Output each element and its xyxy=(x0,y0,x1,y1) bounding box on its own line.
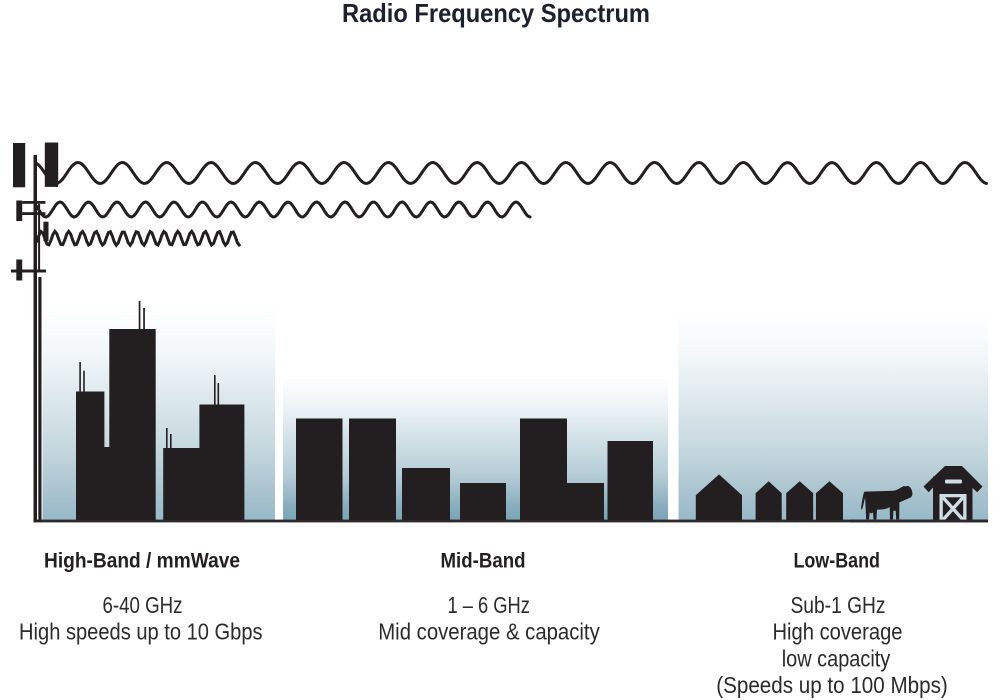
svg-text:Mid-Band: Mid-Band xyxy=(441,548,526,572)
svg-text:Low-Band: Low-Band xyxy=(793,548,880,572)
svg-text:Mid coverage & capacity: Mid coverage & capacity xyxy=(378,619,600,645)
svg-text:1 – 6 GHz: 1 – 6 GHz xyxy=(447,592,530,618)
svg-text:Sub-1 GHz: Sub-1 GHz xyxy=(791,592,886,618)
svg-text:High coverage: High coverage xyxy=(773,619,903,645)
svg-text:low capacity: low capacity xyxy=(782,645,891,671)
svg-text:(Speeds up to 100 Mbps): (Speeds up to 100 Mbps) xyxy=(716,672,948,698)
svg-text:Radio Frequency Spectrum: Radio Frequency Spectrum xyxy=(342,0,650,28)
svg-text:6-40 GHz: 6-40 GHz xyxy=(103,592,183,618)
svg-text:High speeds up to 10 Gbps: High speeds up to 10 Gbps xyxy=(19,619,263,645)
svg-text:High-Band / mmWave: High-Band / mmWave xyxy=(44,548,240,572)
